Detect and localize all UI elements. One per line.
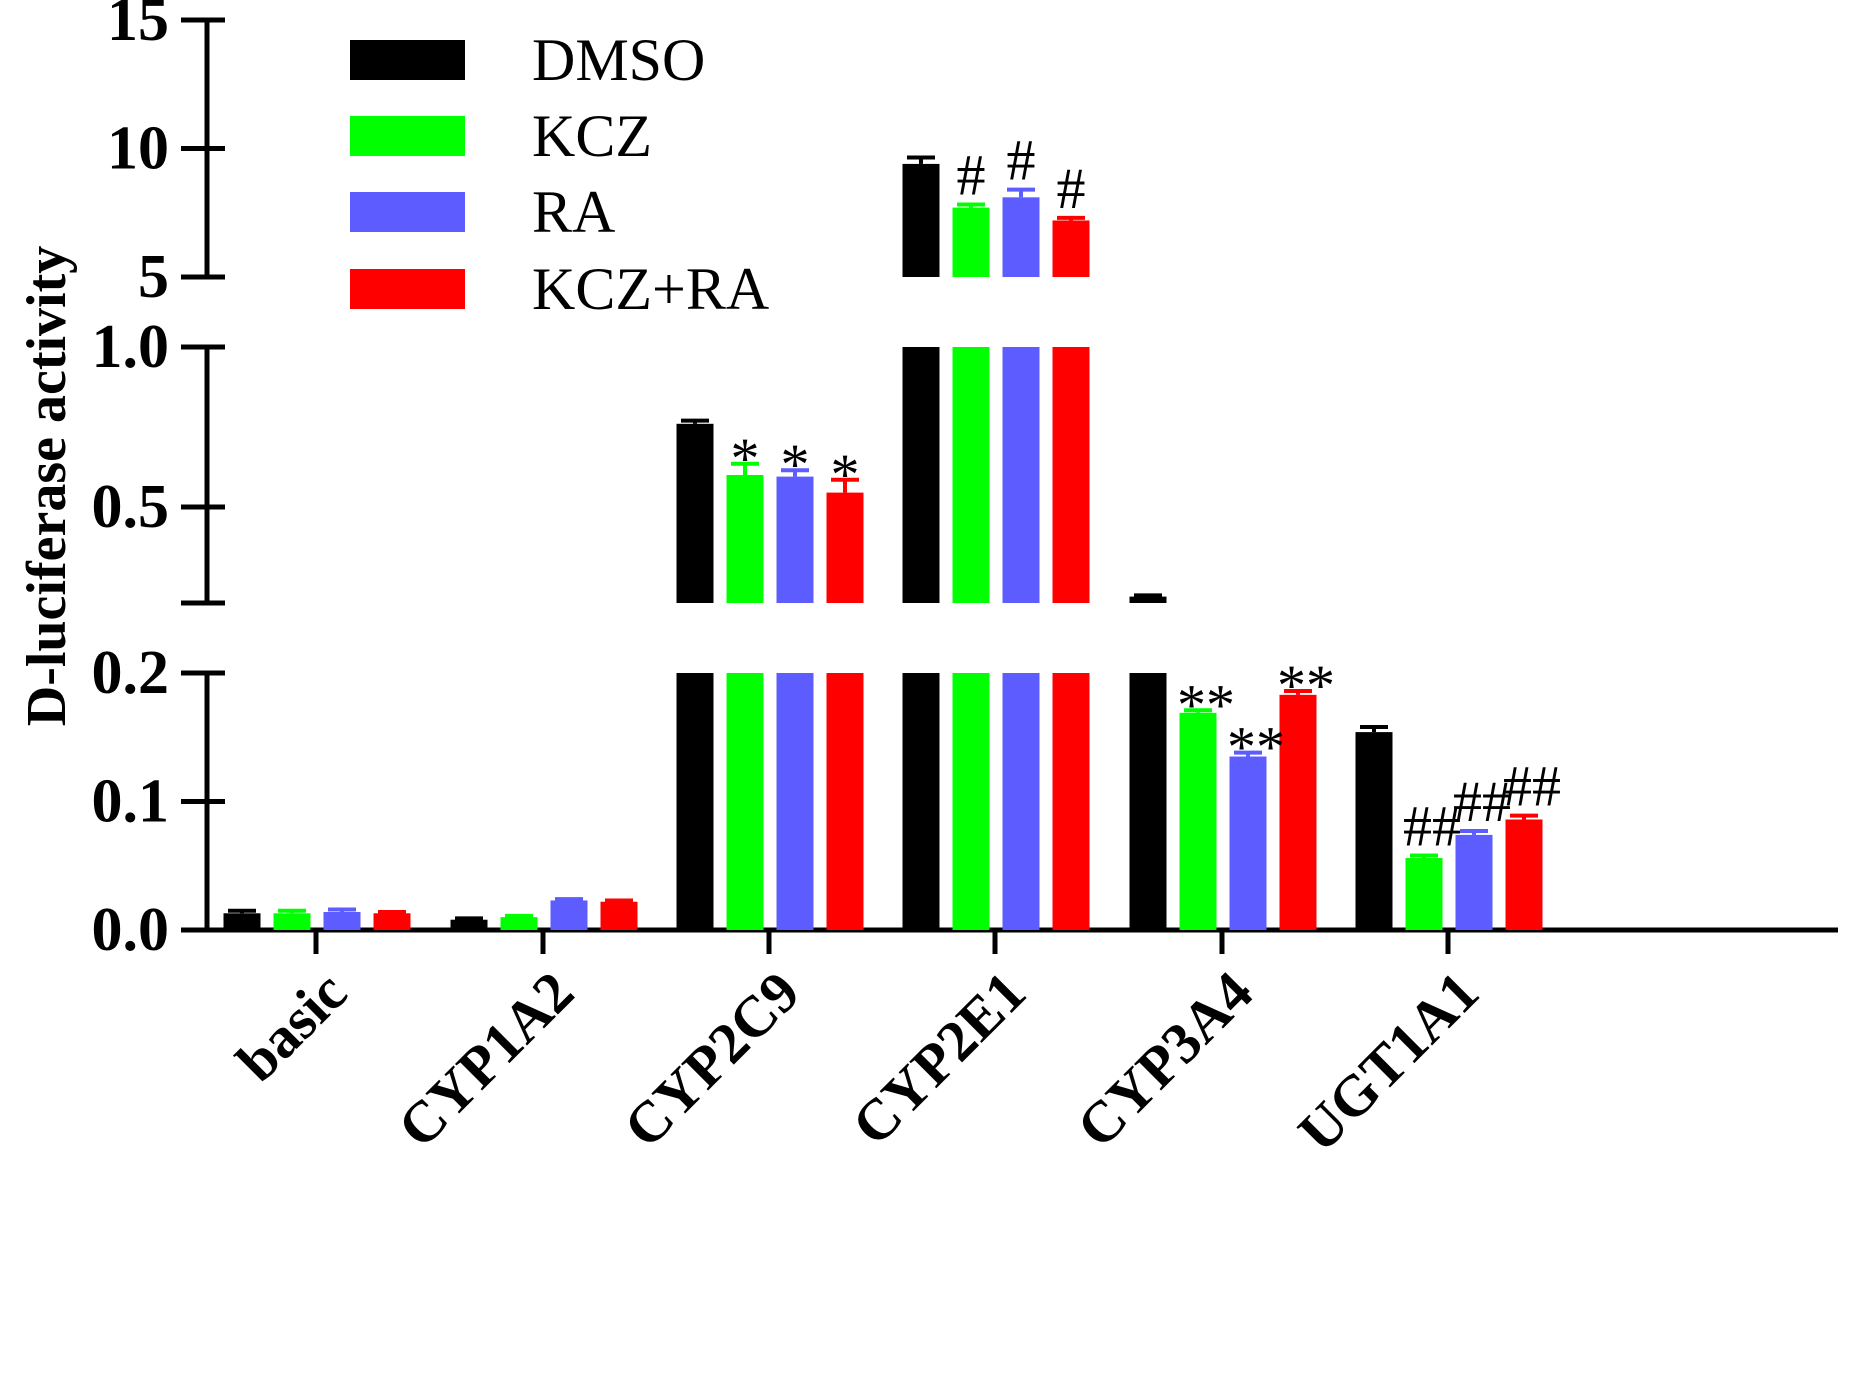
bar-cyp3a4-dmso-segment — [1129, 673, 1167, 930]
y-tick-label: 0.1 — [92, 768, 170, 836]
x-tick-label: CYP2E1 — [839, 959, 1038, 1158]
legend-label-dmso: DMSO — [532, 27, 705, 93]
bar-basic-ra — [323, 912, 361, 930]
bar-cyp2c9-kcz-ra — [826, 492, 864, 603]
significance-annotation: * — [831, 442, 860, 507]
y-tick-label: 0.2 — [92, 639, 170, 707]
legend-swatch-dmso — [350, 40, 465, 80]
bar-cyp2c9-kcz-ra-segment — [826, 673, 864, 930]
bar-cyp3a4-kcz — [1179, 712, 1217, 930]
legend: DMSO KCZ RA KCZ+RA — [350, 27, 769, 322]
bar-cyp2e1-kcz-segment — [952, 673, 990, 930]
significance-annotation: ## — [1503, 754, 1561, 819]
bar-cyp2c9-ra-segment — [776, 673, 814, 930]
error-bars — [228, 155, 1538, 921]
bar-cyp2c9-kcz — [726, 475, 764, 603]
significance-annotation: # — [957, 143, 986, 208]
bar-cyp2e1-ra-segment — [1002, 673, 1040, 930]
significance-annotation: * — [731, 426, 760, 491]
bar-cyp2c9-kcz-segment — [726, 673, 764, 930]
bar-cyp2e1-dmso — [902, 163, 940, 277]
significance-annotation: ## — [1453, 769, 1511, 834]
significance-annotation: * — [781, 432, 810, 497]
y-axis-title: D-luciferase activity — [16, 246, 78, 726]
legend-swatch-ra — [350, 192, 465, 232]
y-ticks: 0.0 0.1 0.2 0.5 1.05 10 15 — [92, 0, 225, 964]
bar-cyp2e1-kcz-ra-segment — [1052, 673, 1090, 930]
x-tick-label: CYP2C9 — [611, 959, 812, 1160]
x-tick-label: UGT1A1 — [1286, 959, 1491, 1164]
bar-cyp3a4-kcz-ra — [1279, 694, 1317, 930]
bar-ugt1a1-kcz-ra — [1505, 819, 1543, 930]
bar-cyp2e1-dmso-segment — [902, 673, 940, 930]
y-tick-label: 10 — [107, 115, 169, 183]
significance-annotation: ** — [1277, 653, 1335, 718]
bar-cyp2e1-dmso-segment — [902, 347, 940, 603]
bar-basic-kcz-ra — [373, 913, 411, 930]
bar-ugt1a1-dmso — [1355, 732, 1393, 930]
y-tick-label: 1.0 — [92, 313, 170, 381]
x-tick-label: CYP1A2 — [385, 959, 586, 1160]
bar-basic-dmso — [223, 913, 261, 930]
x-tick-labels: basic CYP1A2 CYP2C9 CYP2E1 CYP3A4 UGT1A1 — [224, 959, 1491, 1164]
y-tick-label: 0.5 — [92, 473, 170, 541]
bars — [223, 163, 1543, 930]
bar-basic-kcz — [273, 913, 311, 930]
significance-annotation: # — [1057, 156, 1086, 221]
significance-annotations: * * *# # #******###### — [731, 128, 1562, 859]
legend-swatch-kcz-ra — [350, 269, 465, 309]
bar-cyp3a4-dmso — [1129, 596, 1167, 603]
y-tick-label: 15 — [107, 0, 169, 54]
x-tick-label: basic — [224, 959, 359, 1094]
bar-cyp2e1-ra — [1002, 197, 1040, 277]
bar-ugt1a1-ra — [1455, 834, 1493, 930]
bar-cyp2e1-kcz-ra — [1052, 220, 1090, 277]
legend-swatch-kcz — [350, 116, 465, 156]
bar-cyp1a2-dmso — [450, 919, 488, 930]
bar-cyp2e1-kcz-ra-segment — [1052, 347, 1090, 603]
y-tick-label: 0.0 — [92, 896, 170, 964]
bar-cyp1a2-kcz — [500, 917, 538, 930]
bar-cyp2e1-kcz-segment — [952, 347, 990, 603]
bar-cyp1a2-ra — [550, 900, 588, 930]
significance-annotation: # — [1007, 128, 1036, 193]
legend-label-kcz: KCZ — [532, 103, 652, 169]
y-tick-label: 5 — [138, 243, 169, 311]
legend-label-kcz-ra: KCZ+RA — [532, 256, 769, 322]
bar-cyp2c9-ra — [776, 476, 814, 603]
significance-annotation: ** — [1177, 672, 1235, 737]
bar-cyp1a2-kcz-ra — [600, 901, 638, 930]
bar-cyp3a4-ra — [1229, 756, 1267, 930]
bar-cyp2e1-ra-segment — [1002, 347, 1040, 603]
bar-cyp2e1-kcz — [952, 207, 990, 277]
bar-cyp2c9-dmso — [676, 423, 714, 603]
significance-annotation: ## — [1403, 793, 1461, 858]
legend-label-ra: RA — [532, 179, 615, 245]
x-tick-label: CYP3A4 — [1064, 959, 1265, 1160]
bar-cyp2c9-dmso-segment — [676, 673, 714, 930]
significance-annotation: ** — [1227, 715, 1285, 780]
bar-ugt1a1-kcz — [1405, 858, 1443, 930]
